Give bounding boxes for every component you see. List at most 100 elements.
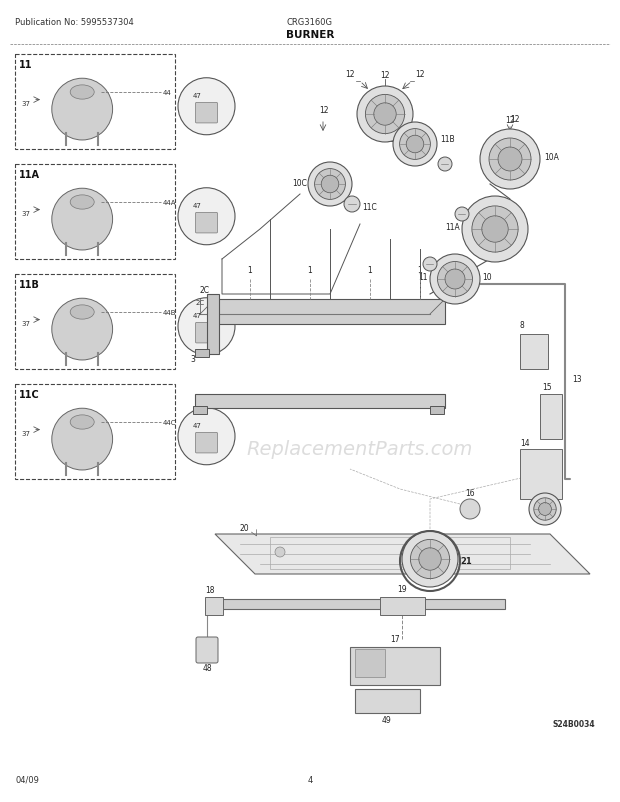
Text: 21: 21 <box>460 557 472 565</box>
Text: S24B0034: S24B0034 <box>552 719 595 728</box>
Text: 18: 18 <box>205 585 215 594</box>
Text: 12: 12 <box>415 70 425 79</box>
FancyBboxPatch shape <box>15 55 175 150</box>
Text: 11C: 11C <box>362 203 377 213</box>
Circle shape <box>472 207 518 253</box>
Bar <box>430 407 444 415</box>
Text: 11C: 11C <box>19 390 40 399</box>
Text: 47: 47 <box>192 423 201 428</box>
Text: 37: 37 <box>21 101 30 107</box>
Circle shape <box>308 163 352 207</box>
Text: 44A: 44A <box>163 200 177 206</box>
Text: 11A: 11A <box>19 170 40 180</box>
Text: 14: 14 <box>541 507 549 512</box>
Circle shape <box>489 139 531 180</box>
Text: 47: 47 <box>192 313 201 318</box>
FancyBboxPatch shape <box>350 647 440 685</box>
Text: 10: 10 <box>482 273 492 282</box>
Text: 48: 48 <box>202 663 212 672</box>
Text: 12: 12 <box>380 71 390 80</box>
Text: 2C: 2C <box>200 286 210 294</box>
Text: 14: 14 <box>520 439 529 448</box>
Text: 11A: 11A <box>445 223 460 233</box>
Text: 12: 12 <box>510 115 520 124</box>
Circle shape <box>365 95 405 135</box>
Text: 2A: 2A <box>380 303 390 312</box>
Ellipse shape <box>70 86 94 100</box>
Text: ReplacementParts.com: ReplacementParts.com <box>247 440 473 459</box>
Ellipse shape <box>70 415 94 430</box>
Circle shape <box>498 148 522 172</box>
Text: 12: 12 <box>505 115 515 125</box>
Text: CRG3160G: CRG3160G <box>287 18 333 27</box>
Text: 1: 1 <box>418 265 422 274</box>
Text: 20: 20 <box>240 524 250 533</box>
Circle shape <box>455 208 469 221</box>
Circle shape <box>344 196 360 213</box>
Bar <box>215 599 505 610</box>
Bar <box>520 334 548 370</box>
Text: 3: 3 <box>190 355 195 364</box>
Text: Publication No: 5995537304: Publication No: 5995537304 <box>15 18 134 27</box>
Text: 10C: 10C <box>292 178 307 187</box>
Text: 47: 47 <box>192 203 201 209</box>
Text: 1: 1 <box>308 265 312 274</box>
Circle shape <box>480 130 540 190</box>
Ellipse shape <box>52 189 113 251</box>
Bar <box>207 294 219 354</box>
Text: 37: 37 <box>21 431 30 437</box>
FancyBboxPatch shape <box>380 597 425 615</box>
Text: 04/09: 04/09 <box>15 775 39 784</box>
Ellipse shape <box>70 196 94 210</box>
Text: 12: 12 <box>319 106 329 115</box>
FancyBboxPatch shape <box>15 384 175 480</box>
Circle shape <box>529 493 561 525</box>
FancyBboxPatch shape <box>195 213 218 233</box>
Circle shape <box>438 262 472 297</box>
Bar <box>520 449 562 500</box>
Text: 10A: 10A <box>544 153 559 162</box>
Circle shape <box>400 129 430 160</box>
Circle shape <box>423 257 437 272</box>
Text: 2C: 2C <box>196 300 205 306</box>
Polygon shape <box>215 534 590 574</box>
Text: 44: 44 <box>163 90 172 96</box>
FancyBboxPatch shape <box>355 649 385 677</box>
Bar <box>195 350 209 358</box>
FancyBboxPatch shape <box>196 638 218 663</box>
Text: 19: 19 <box>397 585 407 593</box>
Text: 16: 16 <box>465 488 475 497</box>
Bar <box>540 395 562 439</box>
Text: 47: 47 <box>192 93 201 99</box>
Circle shape <box>393 123 437 167</box>
Text: 44C: 44C <box>163 419 177 426</box>
Text: 13: 13 <box>572 375 582 384</box>
Text: 2: 2 <box>317 303 322 312</box>
Text: 10B: 10B <box>385 136 400 144</box>
Text: 1: 1 <box>247 265 252 274</box>
Bar <box>195 395 445 408</box>
Text: 11B: 11B <box>440 136 454 144</box>
FancyBboxPatch shape <box>15 274 175 370</box>
Circle shape <box>314 169 345 200</box>
Circle shape <box>534 498 556 520</box>
Circle shape <box>402 532 458 587</box>
Text: BURNER: BURNER <box>286 30 334 40</box>
Circle shape <box>410 540 449 579</box>
FancyBboxPatch shape <box>15 164 175 260</box>
Text: 11: 11 <box>19 60 32 70</box>
Text: 17: 17 <box>390 634 400 643</box>
Circle shape <box>460 500 480 520</box>
Circle shape <box>374 103 396 126</box>
Circle shape <box>438 158 452 172</box>
Text: 4: 4 <box>308 775 312 784</box>
Ellipse shape <box>52 299 113 361</box>
Text: 44B: 44B <box>163 310 177 316</box>
Text: 12: 12 <box>345 70 355 79</box>
Text: 2B: 2B <box>243 303 253 312</box>
Circle shape <box>418 548 441 570</box>
FancyBboxPatch shape <box>205 597 223 615</box>
Text: 37: 37 <box>21 211 30 217</box>
Text: 1: 1 <box>368 265 373 274</box>
Bar <box>193 407 207 415</box>
